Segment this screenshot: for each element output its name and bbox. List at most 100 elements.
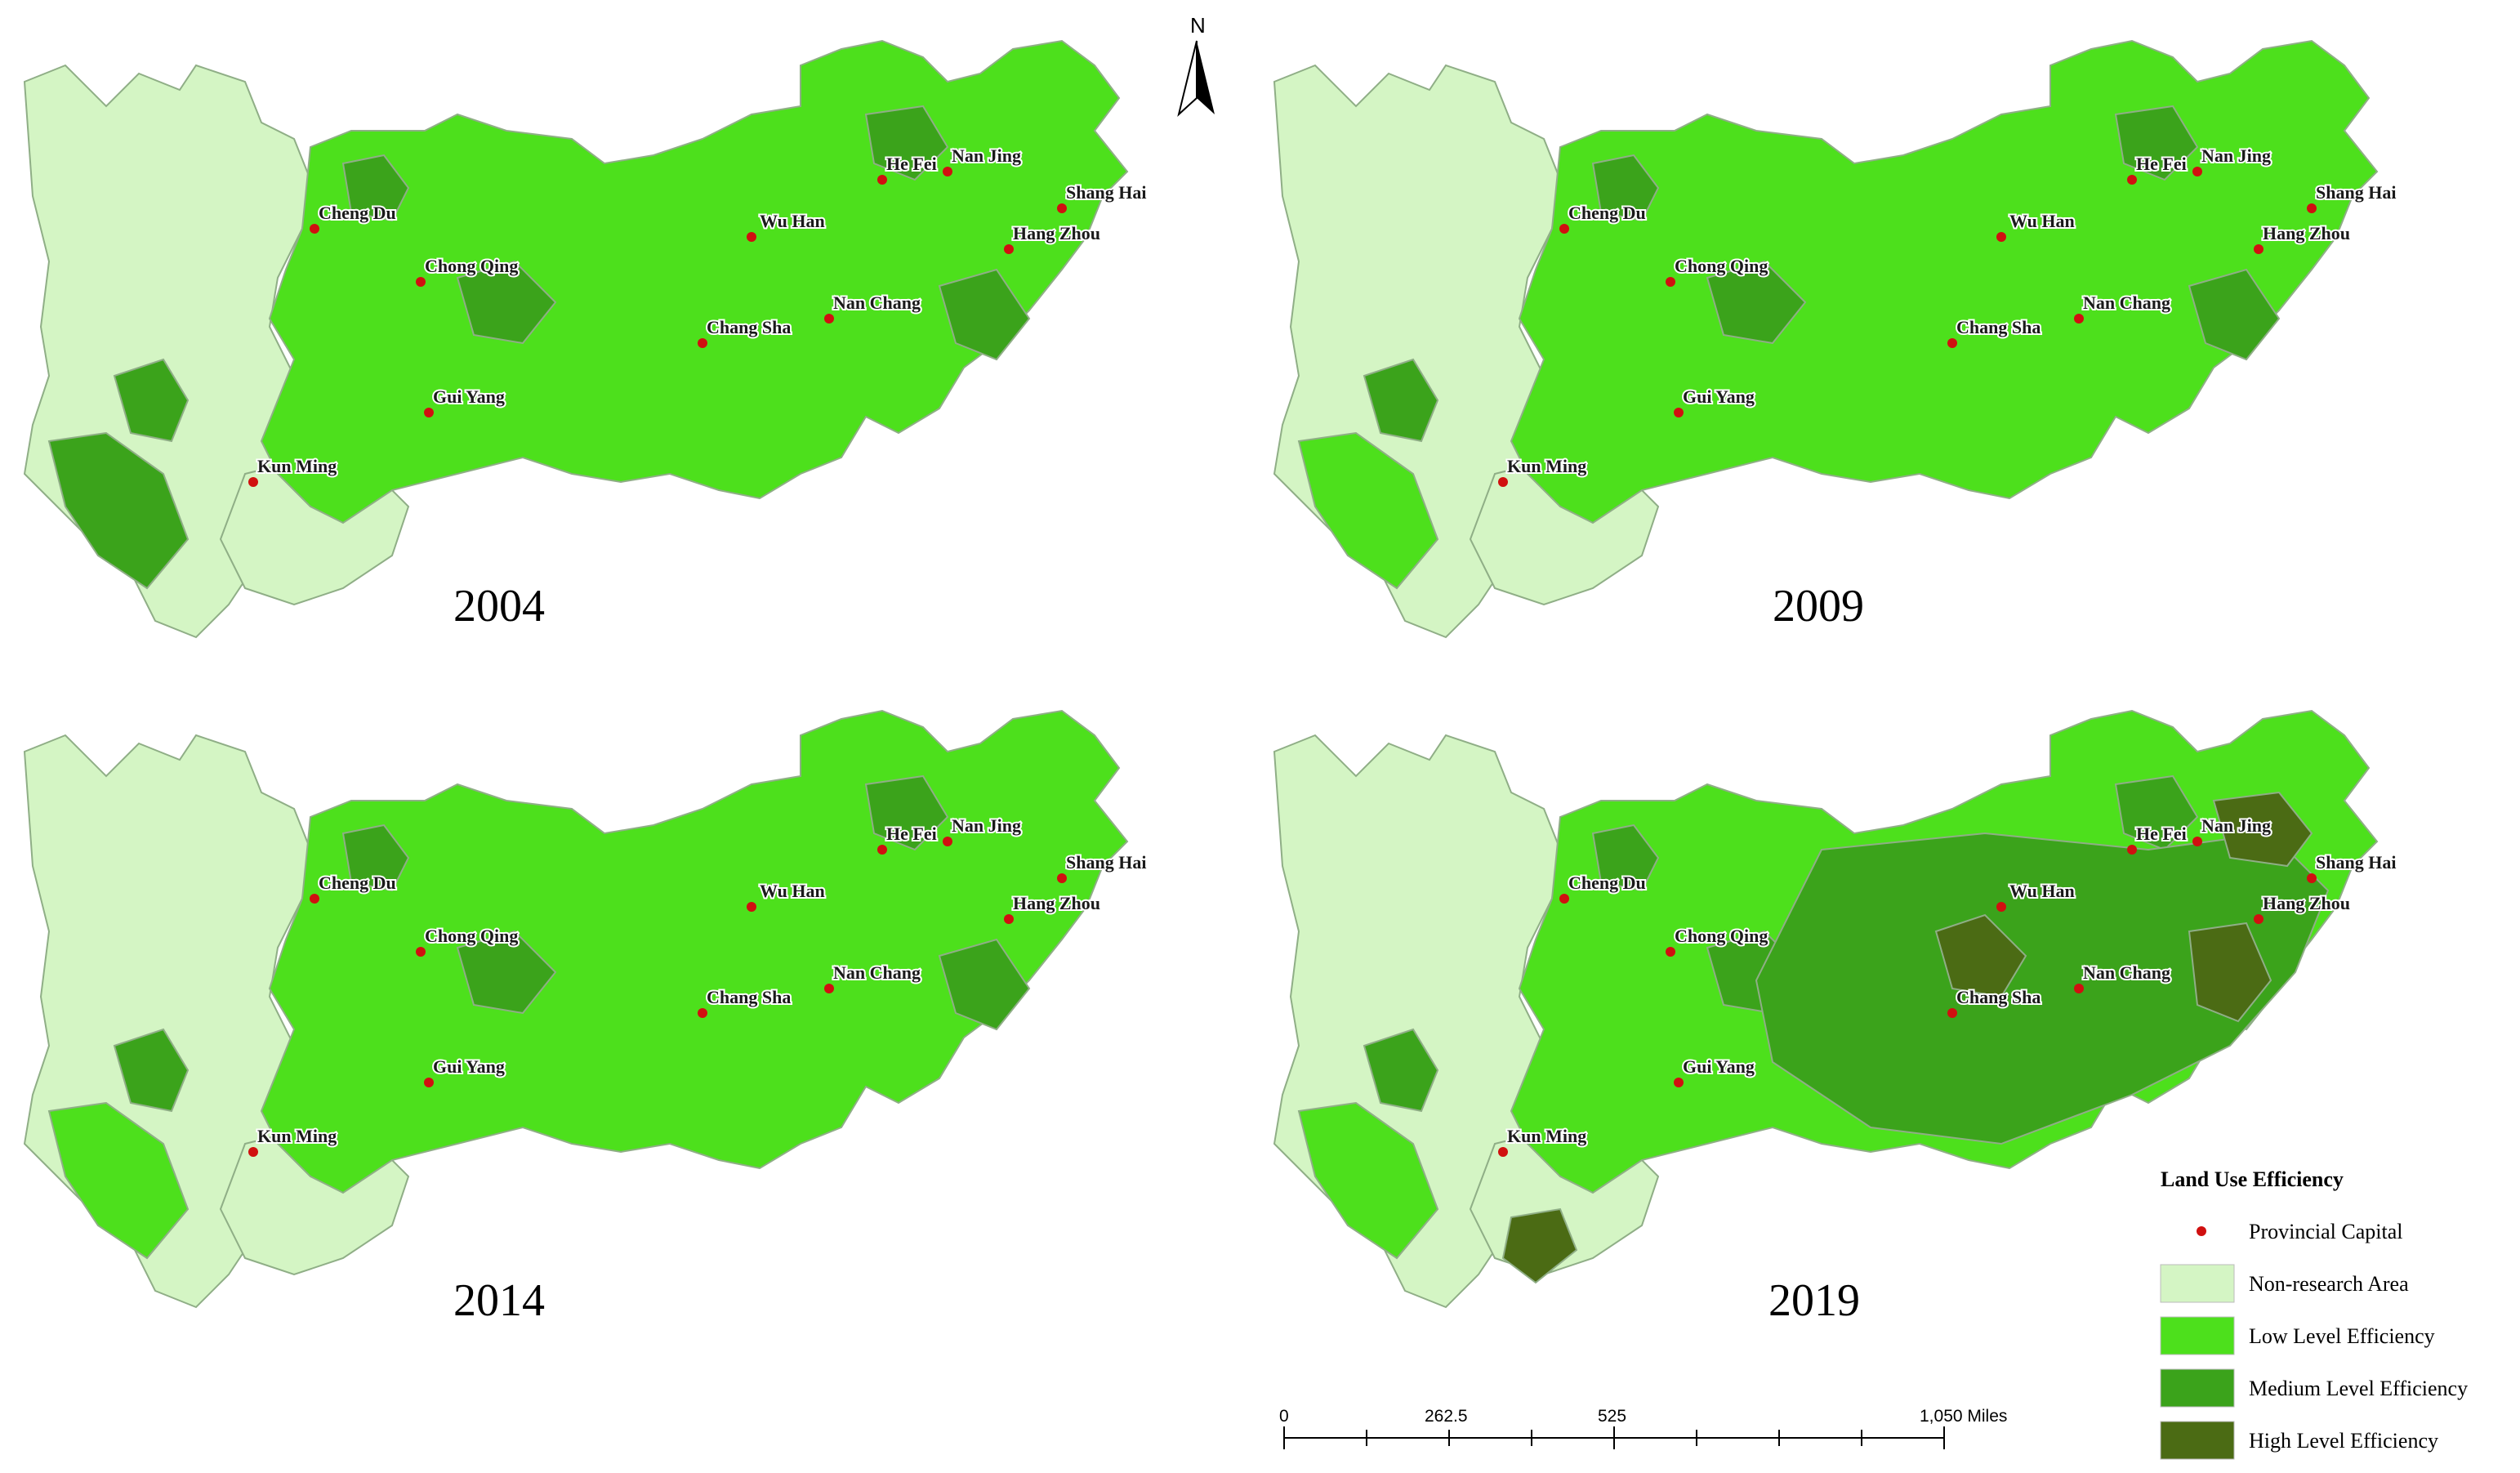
year-label: 2004 xyxy=(453,581,545,632)
provincial-capital-marker xyxy=(2074,984,2084,993)
capital-label: Chang Sha xyxy=(1956,317,2041,337)
provincial-capital-marker xyxy=(1996,232,2006,242)
capital-label: Shang Hai xyxy=(1066,852,1146,873)
year-label: 2014 xyxy=(453,1275,545,1326)
capital-label: Nan Jing xyxy=(952,145,1021,166)
capital-label: He Fei xyxy=(886,154,937,174)
provincial-capital-marker xyxy=(824,314,834,324)
legend-medium-label: Medium Level Efficiency xyxy=(2249,1377,2468,1400)
north-arrow-icon: N xyxy=(1177,13,1215,117)
provincial-capital-marker xyxy=(877,175,887,185)
provincial-capital-marker xyxy=(248,1147,258,1157)
capital-label: He Fei xyxy=(2136,824,2187,844)
provincial-capital-marker xyxy=(1947,338,1957,348)
capital-label: Cheng Du xyxy=(1568,873,1646,893)
capital-label: Gui Yang xyxy=(433,386,505,407)
capital-label: Nan Chang xyxy=(833,962,921,983)
capital-label: Gui Yang xyxy=(433,1056,505,1077)
scale-tick-525: 525 xyxy=(1598,1407,1626,1426)
provincial-capital-marker xyxy=(1559,224,1569,234)
provincial-capital-marker xyxy=(2192,837,2202,846)
provincial-capital-marker xyxy=(1498,1147,1508,1157)
capital-label: Nan Chang xyxy=(2083,292,2170,313)
provincial-capital-marker xyxy=(2254,914,2264,924)
provincial-capital-marker xyxy=(877,845,887,855)
provincial-capital-marker xyxy=(1559,894,1569,904)
capital-label: Nan Chang xyxy=(833,292,921,313)
capital-label: Shang Hai xyxy=(2316,182,2396,203)
provincial-capital-marker xyxy=(416,947,426,957)
provincial-capital-marker xyxy=(2254,244,2264,254)
capital-label: Cheng Du xyxy=(1568,203,1646,223)
provincial-capital-marker xyxy=(1498,477,1508,487)
capital-label: Kun Ming xyxy=(257,1126,337,1146)
capital-label: Wu Han xyxy=(2009,211,2075,231)
capital-label: Wu Han xyxy=(760,881,825,901)
capital-label: Cheng Du xyxy=(319,203,396,223)
legend-medium-swatch xyxy=(2160,1368,2235,1408)
legend-non-research-label: Non-research Area xyxy=(2249,1272,2409,1296)
provincial-capital-marker xyxy=(698,338,707,348)
capital-label: He Fei xyxy=(2136,154,2187,174)
legend-low-label: Low Level Efficiency xyxy=(2249,1324,2435,1348)
provincial-capital-marker xyxy=(2074,314,2084,324)
scale-bar: 0 262.5 525 1,050 Miles xyxy=(1279,1407,2007,1449)
capital-label: Chong Qing xyxy=(1675,256,1768,276)
year-label: 2019 xyxy=(1768,1275,1860,1326)
capital-label: Nan Chang xyxy=(2083,962,2170,983)
map-panel-2009: Cheng Du Chong Qing Gui Yang Kun Ming Wu Han… xyxy=(1273,40,2397,638)
provincial-capital-marker xyxy=(424,408,434,417)
provincial-capital-marker xyxy=(1996,902,2006,912)
legend-low-swatch xyxy=(2160,1316,2235,1355)
capital-label: Chong Qing xyxy=(1675,926,1768,946)
capital-label: Nan Jing xyxy=(2201,145,2271,166)
provincial-capital-marker xyxy=(1666,277,1675,287)
provincial-capital-marker xyxy=(1666,947,1675,957)
map-panel-2004: Cheng Du Chong Qing Gui Yang Kun Ming Wu Han… xyxy=(24,40,1148,638)
capital-label: Chong Qing xyxy=(425,926,518,946)
provincial-capital-marker xyxy=(1057,203,1067,213)
capital-label: Wu Han xyxy=(2009,881,2075,901)
provincial-capital-marker xyxy=(416,277,426,287)
provincial-capital-marker xyxy=(943,167,952,176)
provincial-capital-marker xyxy=(1057,873,1067,883)
capital-label: Chang Sha xyxy=(707,317,791,337)
provincial-capital-marker xyxy=(2307,203,2317,213)
provincial-capital-marker xyxy=(2307,873,2317,883)
legend: Land Use Efficiency Provincial Capital N… xyxy=(2160,1167,2468,1460)
capital-label: Chong Qing xyxy=(425,256,518,276)
capital-label: Hang Zhou xyxy=(1013,223,1100,243)
capital-label: Kun Ming xyxy=(1507,1126,1586,1146)
provincial-capital-marker xyxy=(1947,1008,1957,1018)
legend-title: Land Use Efficiency xyxy=(2161,1167,2344,1191)
provincial-capital-marker xyxy=(1674,1078,1684,1087)
capital-label: Gui Yang xyxy=(1683,1056,1755,1077)
map-panel-2014: Cheng Du Chong Qing Gui Yang Kun Ming Wu Han… xyxy=(24,710,1148,1308)
provincial-capital-marker xyxy=(1674,408,1684,417)
provincial-capital-marker xyxy=(310,224,319,234)
capital-label: Nan Jing xyxy=(2201,815,2271,836)
provincial-capital-marker xyxy=(824,984,834,993)
capital-label: Hang Zhou xyxy=(1013,893,1100,913)
scale-tick-0: 0 xyxy=(1279,1407,1289,1426)
capital-label: Shang Hai xyxy=(1066,182,1146,203)
legend-capital-label: Provincial Capital xyxy=(2249,1220,2402,1243)
capital-label: Kun Ming xyxy=(1507,456,1586,476)
provincial-capital-marker xyxy=(1004,244,1014,254)
provincial-capital-marker xyxy=(698,1008,707,1018)
legend-non-research-swatch xyxy=(2160,1264,2235,1303)
capital-label: He Fei xyxy=(886,824,937,844)
capital-label: Kun Ming xyxy=(257,456,337,476)
north-label: N xyxy=(1190,13,1206,38)
provincial-capital-marker xyxy=(747,232,756,242)
scale-tick-262: 262.5 xyxy=(1425,1407,1468,1426)
map-panel-2019: Cheng Du Chong Qing Gui Yang Kun Ming Wu Han… xyxy=(1273,710,2397,1308)
provincial-capital-marker xyxy=(424,1078,434,1087)
provincial-capital-marker xyxy=(1004,914,1014,924)
provincial-capital-marker xyxy=(2127,175,2137,185)
capital-label: Gui Yang xyxy=(1683,386,1755,407)
legend-high-label: High Level Efficiency xyxy=(2249,1429,2438,1453)
capital-label: Chang Sha xyxy=(707,987,791,1007)
capital-label: Chang Sha xyxy=(1956,987,2041,1007)
